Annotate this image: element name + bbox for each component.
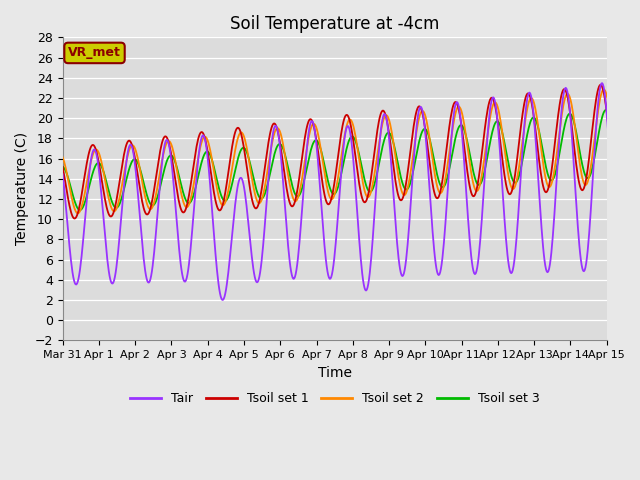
- Text: VR_met: VR_met: [68, 47, 121, 60]
- Y-axis label: Temperature (C): Temperature (C): [15, 132, 29, 245]
- Legend: Tair, Tsoil set 1, Tsoil set 2, Tsoil set 3: Tair, Tsoil set 1, Tsoil set 2, Tsoil se…: [125, 387, 545, 410]
- Title: Soil Temperature at -4cm: Soil Temperature at -4cm: [230, 15, 439, 33]
- X-axis label: Time: Time: [317, 366, 351, 380]
